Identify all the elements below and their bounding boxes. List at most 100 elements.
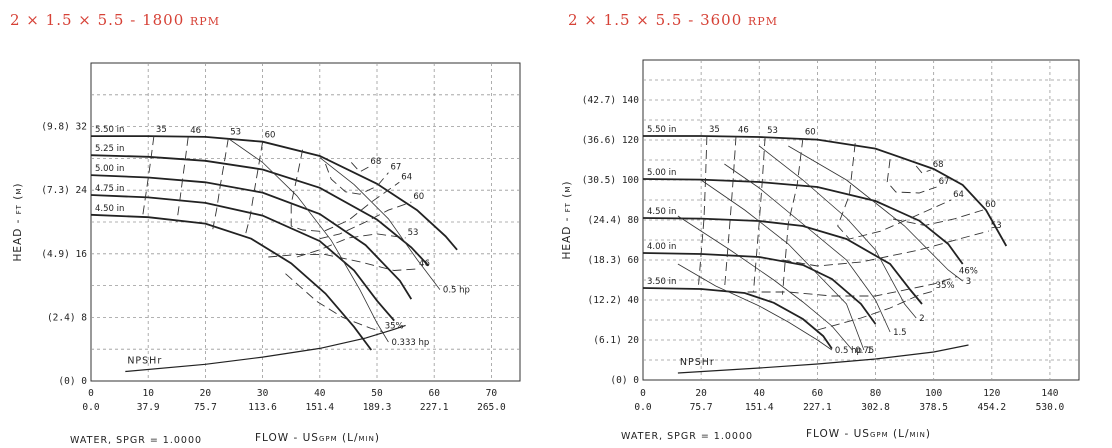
x-tick-label-lpm: 75.7 — [194, 402, 217, 413]
x-tick-label-gpm: 0 — [640, 388, 646, 399]
y-axis-title: HEAD - ft (m) — [561, 180, 573, 259]
efficiency-curve — [837, 143, 952, 240]
efficiency-label: 60 — [413, 192, 424, 202]
efficiency-curve — [697, 135, 708, 290]
efficiency-label: 35 — [156, 125, 167, 135]
power-curve — [677, 263, 833, 351]
power-curve — [228, 138, 389, 343]
impeller-curve-label: 5.00 in — [647, 168, 676, 178]
efficiency-label: 60 — [805, 127, 816, 137]
y-tick-label: (6.1) 20 — [593, 335, 639, 346]
x-axis-title: FLOW - USgpm (L/min) — [255, 432, 380, 444]
impeller-curve-label: 5.00 in — [95, 164, 124, 174]
x-tick-label-lpm: 302.8 — [861, 402, 890, 413]
y-tick-label: (12.2) 40 — [588, 295, 640, 306]
efficiency-curve — [817, 290, 934, 331]
efficiency-label: 67 — [939, 177, 950, 187]
power-curve-label: 0.5 hp — [443, 286, 470, 296]
x-tick-label-lpm: 113.6 — [248, 402, 277, 413]
efficiency-label: 64 — [953, 190, 964, 200]
x-tick-label-gpm: 30 — [257, 388, 269, 399]
efficiency-curve — [782, 230, 990, 267]
efficiency-label: 60 — [985, 200, 996, 210]
y-tick-label: (30.5) 100 — [582, 175, 639, 186]
pump-curve-chart-3600rpm: 0 0.0 20 75.7 40 151.4 60 227.1 80 302.8 100 378.5 1… — [561, 59, 1080, 442]
efficiency-curve — [886, 159, 937, 194]
npshr-curve — [125, 324, 406, 373]
power-curve-label: 0.333 hp — [391, 338, 429, 348]
impeller-curve-label: 5.25 in — [95, 144, 124, 154]
power-curve — [788, 145, 963, 282]
efficiency-label: 46 — [190, 126, 201, 136]
efficiency-curve — [290, 149, 400, 232]
x-tick-label-lpm: 151.4 — [305, 402, 334, 413]
impeller-curve-label: 4.75 in — [95, 184, 124, 194]
efficiency-label: 46 — [738, 125, 749, 135]
efficiency-label: 68 — [933, 160, 944, 170]
x-tick-label-lpm: 454.2 — [977, 402, 1006, 413]
y-tick-label: (9.8) 32 — [41, 122, 87, 133]
efficiency-curve — [319, 201, 412, 240]
x-tick-label-lpm: 227.1 — [420, 402, 449, 413]
efficiency-curve — [892, 209, 984, 226]
power-curve-label: 2 — [919, 314, 924, 324]
efficiency-curve — [268, 254, 418, 271]
x-tick-label-lpm: 0.0 — [82, 402, 99, 413]
chart-title: 2 × 1.5 × 5.5 - 3600 rpm — [568, 11, 778, 29]
impeller-curve-label: 3.50 in — [647, 277, 676, 287]
power-curve-label: 3 — [966, 277, 971, 287]
efficiency-label: 53 — [767, 126, 778, 136]
y-axis-title: HEAD - ft (m) — [12, 182, 24, 261]
impeller-curve — [642, 287, 833, 350]
impeller-curve-label: 4.00 in — [647, 242, 676, 252]
power-curve — [700, 179, 865, 351]
efficiency-label: 67 — [390, 163, 401, 173]
plot-frame — [90, 62, 521, 382]
power-curve — [759, 145, 917, 319]
x-tick-label-lpm: 0.0 — [634, 402, 651, 413]
npshr-label: NPSHr — [127, 355, 162, 366]
x-tick-label-gpm: 140 — [1041, 388, 1058, 399]
efficiency-curve — [285, 273, 383, 333]
impeller-curve — [642, 178, 964, 265]
y-tick-label: (36.6) 120 — [582, 135, 639, 146]
efficiency-curve — [747, 276, 958, 297]
x-tick-label-lpm: 151.4 — [745, 402, 774, 413]
x-tick-label-gpm: 60 — [428, 388, 440, 399]
efficiency-label: 35 — [709, 125, 720, 135]
efficiency-curve — [723, 136, 737, 291]
x-tick-label-gpm: 70 — [486, 388, 498, 399]
efficiency-label: 64 — [401, 172, 412, 182]
x-tick-label-gpm: 120 — [983, 388, 1000, 399]
x-tick-label-lpm: 189.3 — [363, 402, 392, 413]
power-curve — [724, 163, 891, 333]
y-tick-label: (4.9) 16 — [41, 249, 87, 260]
pump-curve-chart-1800rpm: 0 0.0 10 37.9 20 75.7 30 113.6 40 151.4 50 189.3 60 2… — [12, 62, 521, 446]
x-tick-label-gpm: 60 — [812, 388, 824, 399]
power-curve — [319, 157, 441, 290]
npshr-curve — [677, 344, 969, 374]
impeller-curve — [91, 135, 458, 251]
y-tick-label: (2.4) 8 — [47, 312, 87, 323]
x-tick-label-gpm: 40 — [754, 388, 766, 399]
efficiency-label: 35% — [385, 322, 404, 332]
efficiency-label: 53 — [408, 228, 419, 238]
impeller-curve-label: 5.50 in — [95, 125, 124, 135]
x-tick-label-gpm: 80 — [870, 388, 882, 399]
impeller-curve — [90, 213, 373, 351]
x-tick-label-gpm: 20 — [695, 388, 707, 399]
efficiency-curve — [350, 162, 369, 173]
efficiency-label: 46% — [959, 267, 978, 277]
x-axis-title: FLOW - USgpm (L/min) — [806, 428, 931, 440]
efficiency-label: 35% — [936, 281, 955, 291]
y-tick-label: (7.3) 24 — [41, 185, 87, 196]
x-tick-label-lpm: 530.0 — [1036, 402, 1065, 413]
y-tick-label: (0) 0 — [58, 376, 87, 387]
y-tick-label: (18.3) 60 — [588, 255, 640, 266]
impeller-curve — [90, 174, 413, 300]
efficiency-label: 68 — [370, 157, 381, 167]
chart-panel-3600rpm: 2 × 1.5 × 5.5 - 3600 rpm 0 0.0 20 75.7 40 151… — [556, 0, 1112, 448]
npshr-label: NPSHr — [680, 357, 715, 368]
efficiency-curve — [325, 163, 389, 195]
y-tick-label: (0) 0 — [610, 375, 639, 386]
